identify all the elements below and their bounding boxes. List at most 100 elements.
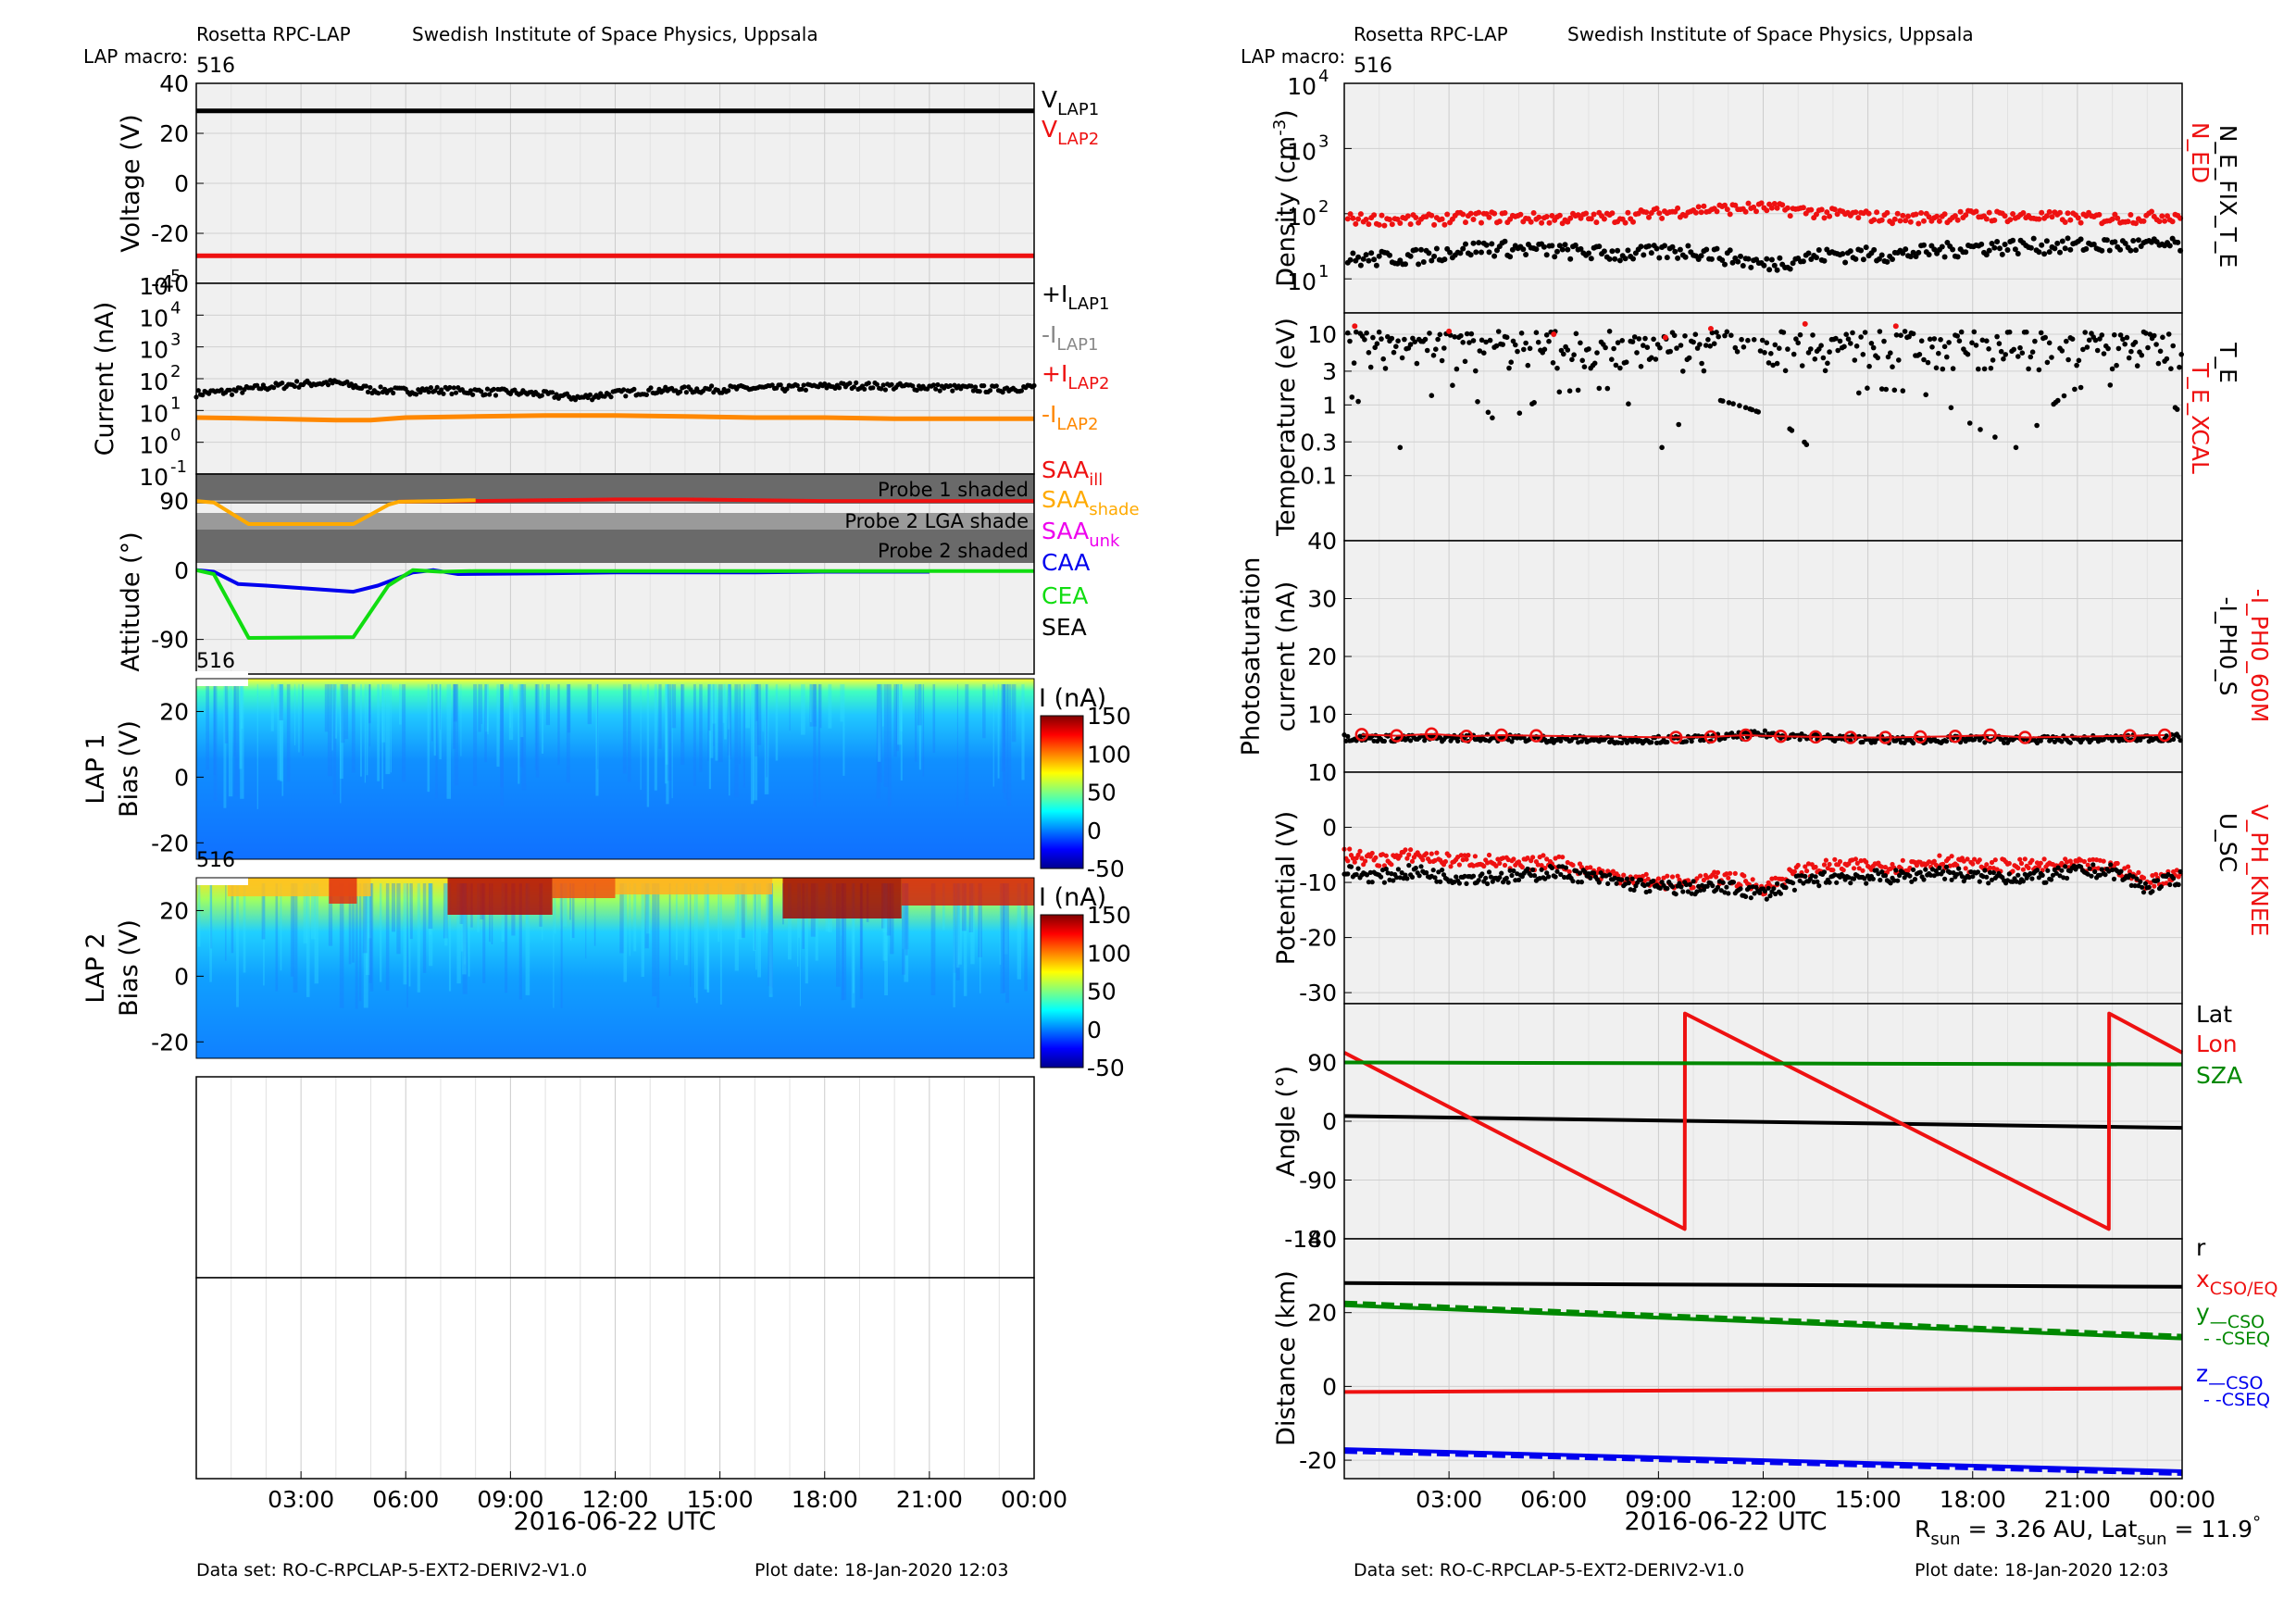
sweep-streak (953, 883, 955, 1007)
rsun-mid: = 3.26 AU, Lat (1961, 1516, 2138, 1543)
density-point (1952, 213, 1958, 219)
potential-point (1377, 863, 1382, 868)
potential-point (1416, 873, 1422, 879)
potential-point (1879, 864, 1885, 869)
density-point (1675, 255, 1681, 261)
potential-point (2140, 875, 2147, 881)
temperature-point (1603, 344, 1608, 351)
current-point (195, 388, 201, 394)
density-point (1727, 247, 1733, 254)
sweep-streak (290, 883, 294, 977)
potential-point (1821, 869, 1828, 875)
temperature-point (1364, 330, 1369, 336)
sweep-streak (813, 684, 817, 727)
legend-entry: Lat (2196, 1001, 2232, 1028)
sweep-streak (460, 883, 464, 952)
temperature-point (2168, 366, 2174, 372)
density-point (1502, 238, 1508, 244)
photosat-point (2034, 740, 2040, 746)
temperature-point (1976, 366, 1981, 372)
sweep-frame (195, 877, 1035, 1059)
y-tick-label: -20 (1299, 925, 1337, 952)
temperature-point (1946, 340, 1952, 345)
potential-point (1970, 861, 1976, 867)
y-tick-label: 20 (1307, 1300, 1337, 1327)
photosat-point (1381, 738, 1387, 744)
density-point (1609, 248, 1616, 255)
potential-point (1408, 847, 1414, 853)
potential-point (2134, 876, 2140, 881)
current-point (587, 392, 593, 397)
current-point (388, 387, 393, 393)
density-point (1486, 249, 1492, 256)
temperature-point (1958, 329, 1965, 335)
temperature-point (1349, 394, 1355, 400)
potential-point (1354, 871, 1359, 878)
sweep-streak (286, 684, 291, 782)
sweep-streak (799, 883, 801, 1006)
temperature-point (1566, 388, 1573, 394)
temperature-point (1923, 392, 1928, 398)
temperature-point (1875, 355, 1880, 361)
temperature-point (2042, 334, 2048, 341)
density-point (1530, 210, 1537, 216)
potential-point (1645, 881, 1651, 887)
density-point (1934, 213, 1940, 219)
y-tick-label: 10 (1287, 138, 1316, 165)
sweep-streak (706, 883, 710, 993)
potential-point (1577, 870, 1583, 876)
temperature-point (1659, 444, 1665, 451)
y-tick-exponent: 2 (170, 362, 181, 381)
density-point (1588, 256, 1594, 262)
sweep-streak (355, 883, 358, 1009)
potential-point (1821, 862, 1828, 868)
potential-point (1834, 880, 1840, 885)
density-point (1601, 248, 1607, 255)
temperature-point (2160, 334, 2165, 341)
y-tick-label: 40 (159, 70, 189, 97)
temperature-point (1877, 329, 1883, 334)
potential-point (1773, 891, 1778, 897)
density-point (1489, 241, 1495, 247)
temperature-point (1604, 385, 1611, 392)
temperature-point (2157, 348, 2164, 355)
temperature-point (2013, 444, 2019, 451)
sweep-streak (213, 684, 216, 775)
potential-point (1355, 852, 1361, 858)
density-point (1800, 205, 1806, 211)
current-point (643, 392, 650, 397)
density-point (1467, 252, 1474, 258)
density-point (2062, 245, 2068, 252)
photosat-point (2164, 733, 2169, 739)
potential-point (1554, 868, 1560, 874)
temperature-point (1531, 400, 1537, 406)
density-point (1931, 246, 1938, 253)
sweep-streak (535, 684, 540, 778)
potential-point (1570, 879, 1576, 884)
potential-point (1511, 856, 1516, 862)
density-point (1387, 217, 1392, 222)
current-point (993, 383, 999, 389)
colorbar-tick-label: -50 (1087, 856, 1125, 882)
potential-point (1438, 879, 1443, 884)
photosat-point (1911, 741, 1916, 746)
temperature-point (1910, 331, 1916, 337)
density-point (1787, 213, 1793, 219)
density-point (2128, 247, 2134, 254)
potential-point (2034, 860, 2040, 866)
density-point (1556, 243, 1563, 249)
sweep-streak (508, 684, 514, 741)
current-point (1018, 388, 1024, 394)
density-point (1363, 217, 1369, 222)
sweep-streak (797, 883, 799, 967)
photosat-point (1616, 740, 1621, 745)
sweep-streak (233, 684, 236, 757)
legend-entry: z—CSO (2196, 1360, 2263, 1393)
potential-point (1345, 871, 1351, 877)
sweep-streak (666, 684, 669, 805)
sweep-streak (719, 883, 722, 1005)
temperature-point (1950, 366, 1956, 371)
y-axis-label: current (nA) (1272, 581, 1301, 732)
photosat-point (1943, 739, 1950, 744)
